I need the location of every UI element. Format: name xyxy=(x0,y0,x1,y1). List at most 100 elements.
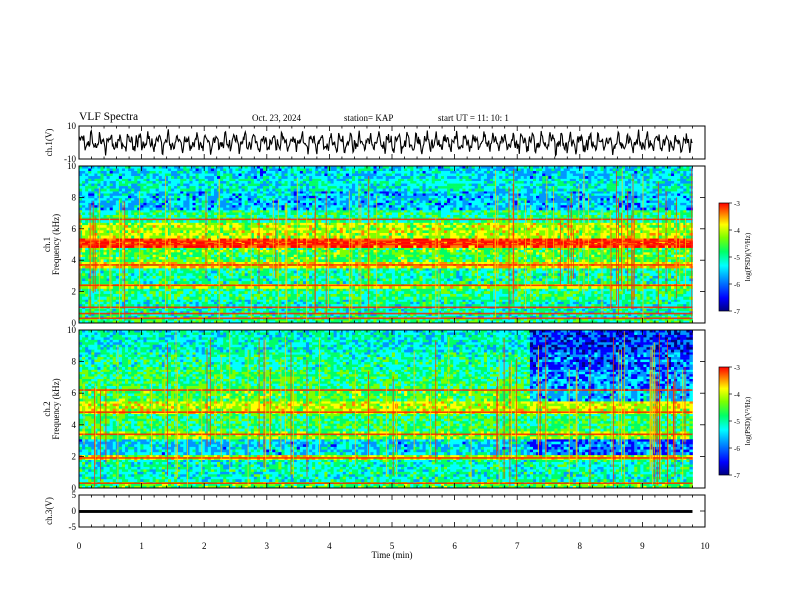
ch1-spec-cell xyxy=(490,301,494,305)
ch1-spec-cell xyxy=(440,299,445,303)
ch1-spec-cell xyxy=(637,288,641,292)
ch1-spec-cell xyxy=(453,273,457,277)
ch1-spec-cell xyxy=(309,318,313,321)
ch1-spec-cell xyxy=(496,281,500,285)
ch1-spec-cell xyxy=(554,311,558,314)
ch1-spec-cell xyxy=(422,261,427,265)
ch1-spec-cell xyxy=(82,320,86,324)
ch1-spec-cell xyxy=(302,291,307,295)
ch1-spec-cell xyxy=(345,320,350,324)
ch1-spec-cell xyxy=(425,318,430,321)
ch1-spec-cell xyxy=(287,301,292,305)
ch1-spec-cell xyxy=(597,273,601,277)
ch1-spec-cell xyxy=(195,296,200,300)
ch1-spec-cell xyxy=(348,304,353,307)
ch1-spec-cell xyxy=(462,268,466,271)
ch1-spec-cell xyxy=(195,288,200,292)
ch1-spec-cell xyxy=(554,304,558,307)
ch1-spec-cell xyxy=(134,275,138,279)
ch1-spec-cell xyxy=(502,293,506,297)
ch1-spec-cell xyxy=(226,304,230,307)
ch1-spec-cell xyxy=(444,286,448,289)
ch1-spec-cell xyxy=(582,311,586,314)
ch1-spec-cell xyxy=(232,278,236,282)
ch1-spec-cell xyxy=(529,304,534,307)
ch1-spec-cell xyxy=(465,261,469,265)
ch1-spec-cell xyxy=(305,301,310,305)
ch1-spec-cell xyxy=(646,301,650,305)
ch1-spec-cell xyxy=(658,288,663,292)
ch1-spec-cell xyxy=(542,296,546,300)
ch1-spec-cell xyxy=(330,281,334,285)
ch1-spec-cell xyxy=(281,308,285,312)
ch1-spec-cell xyxy=(241,311,246,314)
ch1-spec-cell xyxy=(115,281,120,285)
ch1-spec-cell xyxy=(118,320,123,324)
ch1-spec-cell xyxy=(158,299,163,303)
ch1-spec-cell xyxy=(689,286,693,289)
ch1-spec-cell xyxy=(569,318,574,321)
ch1-spec-cell xyxy=(536,281,540,285)
ch1-spec-cell xyxy=(278,281,282,285)
ch1-spec-cell xyxy=(425,320,430,324)
ch1-spec-cell xyxy=(302,286,307,289)
ch1-spec-cell xyxy=(591,301,595,305)
ch1-spec-cell xyxy=(413,275,417,279)
ch1-spec-cell xyxy=(352,301,356,305)
ch1-spec-cell xyxy=(674,288,678,292)
ch1-spec-cell xyxy=(220,291,224,295)
ch1-spec-cell xyxy=(100,281,104,285)
ch1-spec-cell xyxy=(189,265,193,269)
ch1-spec-cell xyxy=(563,320,568,324)
ch1-spec-cell xyxy=(490,304,494,307)
ch1-spec-cell xyxy=(115,304,120,307)
ch1-spec-cell xyxy=(625,296,629,300)
ch1-spec-cell xyxy=(382,288,387,292)
ch1-spec-cell xyxy=(447,320,451,324)
ch1-spec-cell xyxy=(404,268,408,271)
ch1-spec-cell xyxy=(146,261,150,265)
ch1-spec-cell xyxy=(410,268,414,271)
ch1-spec-cell xyxy=(364,281,368,285)
ch1-spec-cell xyxy=(155,273,160,277)
ch1-spec-cell xyxy=(404,261,408,265)
ch1-spec-cell xyxy=(171,286,175,289)
ch1-spec-cell xyxy=(235,291,239,295)
ch1-spec-cell xyxy=(388,278,393,282)
ch1-spec-cell xyxy=(379,299,384,303)
ch1-spec-cell xyxy=(628,261,632,265)
ch1-spec-cell xyxy=(155,291,160,295)
ch1-spec-cell xyxy=(585,268,589,271)
ch1-spec-cell xyxy=(266,293,270,297)
ch1-spec-cell xyxy=(103,281,108,285)
ch1-spec-cell xyxy=(578,293,583,297)
ch1-spec-cell xyxy=(517,311,522,314)
ch1-spec-cell xyxy=(410,275,414,279)
ch1-spec-cell xyxy=(658,286,663,289)
ch1-spec-cell xyxy=(471,275,476,279)
ch1-spec-cell xyxy=(161,293,166,297)
ch1-spec-cell xyxy=(290,265,295,269)
ch1-spec-cell xyxy=(177,286,181,289)
ch1-spec-cell xyxy=(646,270,650,274)
ch1-spec-cell xyxy=(444,299,448,303)
ch1-spec-cell xyxy=(628,299,632,303)
ch1-spec-cell xyxy=(321,286,325,289)
ch1-spec-cell xyxy=(103,296,108,300)
ch1-spec-cell xyxy=(232,304,236,307)
ch1-spec-cell xyxy=(646,261,650,265)
ch1-spec-cell xyxy=(263,261,267,265)
ch1-spec-cell xyxy=(174,291,178,295)
ch1-spec-cell xyxy=(526,261,531,265)
ch1-spec-cell xyxy=(526,275,531,279)
ch1-spec-cell xyxy=(171,296,175,300)
ch1-spec-cell xyxy=(152,278,157,282)
ch1-spec-cell xyxy=(198,286,203,289)
ch1-spec-cell xyxy=(554,308,558,312)
ch1-spec-cell xyxy=(143,278,147,282)
ch1-spec-cell xyxy=(385,261,390,265)
ch1-spec-cell xyxy=(667,304,672,307)
ch1-spec-cell xyxy=(434,288,439,292)
ch1-spec-cell xyxy=(664,299,669,303)
ch1-spec-cell xyxy=(318,261,322,265)
